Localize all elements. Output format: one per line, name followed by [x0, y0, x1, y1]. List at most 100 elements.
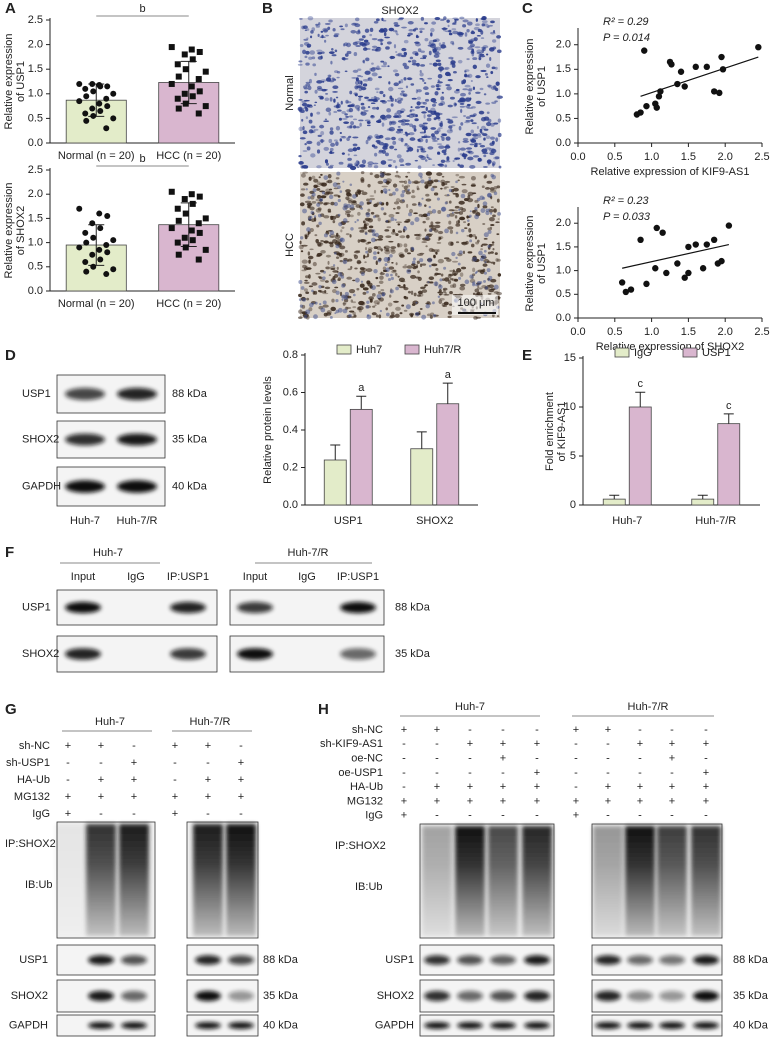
cell	[446, 258, 452, 262]
data-point	[710, 236, 718, 244]
cell	[328, 234, 332, 237]
cell	[320, 173, 323, 176]
cell	[349, 183, 353, 187]
cell	[365, 139, 369, 145]
cell	[343, 203, 348, 208]
cell	[388, 27, 395, 32]
cell	[396, 128, 404, 132]
data-point	[196, 88, 203, 95]
blot-frame	[591, 1014, 723, 1037]
cell	[436, 172, 443, 177]
cell	[437, 180, 440, 183]
error-bar	[356, 395, 367, 410]
cell	[377, 217, 381, 222]
cell	[308, 56, 313, 60]
row-label: USP1	[22, 601, 51, 613]
cell	[357, 211, 361, 216]
data-point	[685, 269, 692, 277]
cell	[474, 236, 478, 240]
cell	[302, 208, 307, 214]
cell	[376, 106, 380, 110]
cell	[377, 38, 384, 42]
condition-sign: +	[573, 795, 579, 807]
cell	[322, 276, 326, 280]
blot-band	[65, 480, 105, 493]
condition-sign: +	[500, 753, 506, 765]
cell	[328, 194, 334, 200]
cell	[476, 197, 481, 202]
cell	[332, 85, 339, 90]
cell	[379, 275, 384, 280]
cell	[311, 129, 316, 133]
cell	[425, 245, 428, 248]
cell	[399, 164, 405, 166]
cell	[340, 275, 345, 279]
data-point	[82, 258, 89, 265]
panel-label: F	[5, 544, 14, 561]
cell	[383, 61, 387, 66]
cell	[389, 120, 392, 126]
cell	[480, 248, 483, 251]
cell	[424, 184, 429, 189]
cell	[415, 106, 421, 109]
cell	[468, 233, 473, 238]
y-axis-label: of KIF9-AS1	[556, 402, 568, 462]
cell	[472, 192, 477, 195]
cell	[374, 174, 380, 179]
annotation: P = 0.033	[603, 211, 651, 223]
condition-sign: -	[66, 757, 70, 769]
cell	[479, 144, 486, 148]
cell	[428, 205, 432, 209]
cell	[411, 97, 417, 100]
cell	[491, 161, 496, 166]
cell	[384, 229, 390, 232]
cell	[472, 234, 476, 238]
cell	[389, 294, 392, 298]
cell	[455, 256, 458, 260]
cell	[418, 172, 423, 178]
cell	[441, 136, 445, 142]
cell	[411, 303, 416, 306]
micrograph-texture	[297, 15, 503, 171]
cell	[448, 200, 452, 204]
cell	[452, 30, 459, 35]
cell	[324, 280, 329, 283]
cell	[449, 277, 454, 281]
x-tick-label: 0.0	[570, 326, 585, 338]
cell	[352, 279, 356, 282]
cell	[477, 239, 480, 243]
cell	[353, 250, 361, 254]
cell	[490, 20, 495, 24]
condition-sign: -	[173, 757, 177, 769]
condition-sign: -	[402, 753, 406, 765]
data-point	[641, 47, 648, 54]
cell	[436, 128, 441, 133]
cell	[424, 98, 430, 102]
cell	[339, 132, 342, 134]
cell	[489, 151, 495, 156]
cell	[328, 51, 335, 55]
cell	[494, 100, 498, 103]
cell	[496, 315, 500, 317]
data-point	[181, 90, 188, 97]
cell	[419, 105, 426, 108]
cell	[402, 199, 405, 202]
cell	[471, 137, 479, 140]
cell	[320, 240, 324, 242]
data-point	[89, 251, 96, 258]
cell	[372, 232, 376, 237]
cell	[367, 77, 373, 82]
cell	[467, 88, 472, 92]
condition-sign: -	[606, 753, 610, 765]
cell	[392, 29, 398, 33]
data-point	[97, 225, 104, 232]
condition-sign: -	[606, 810, 610, 822]
cell	[448, 209, 455, 212]
cell	[428, 224, 436, 228]
condition-sign: -	[638, 810, 642, 822]
cell	[410, 246, 415, 250]
cell	[332, 182, 338, 188]
cell	[479, 269, 485, 275]
x-tick-label: Normal (n = 20)	[58, 150, 135, 162]
ub-smear	[226, 824, 256, 936]
